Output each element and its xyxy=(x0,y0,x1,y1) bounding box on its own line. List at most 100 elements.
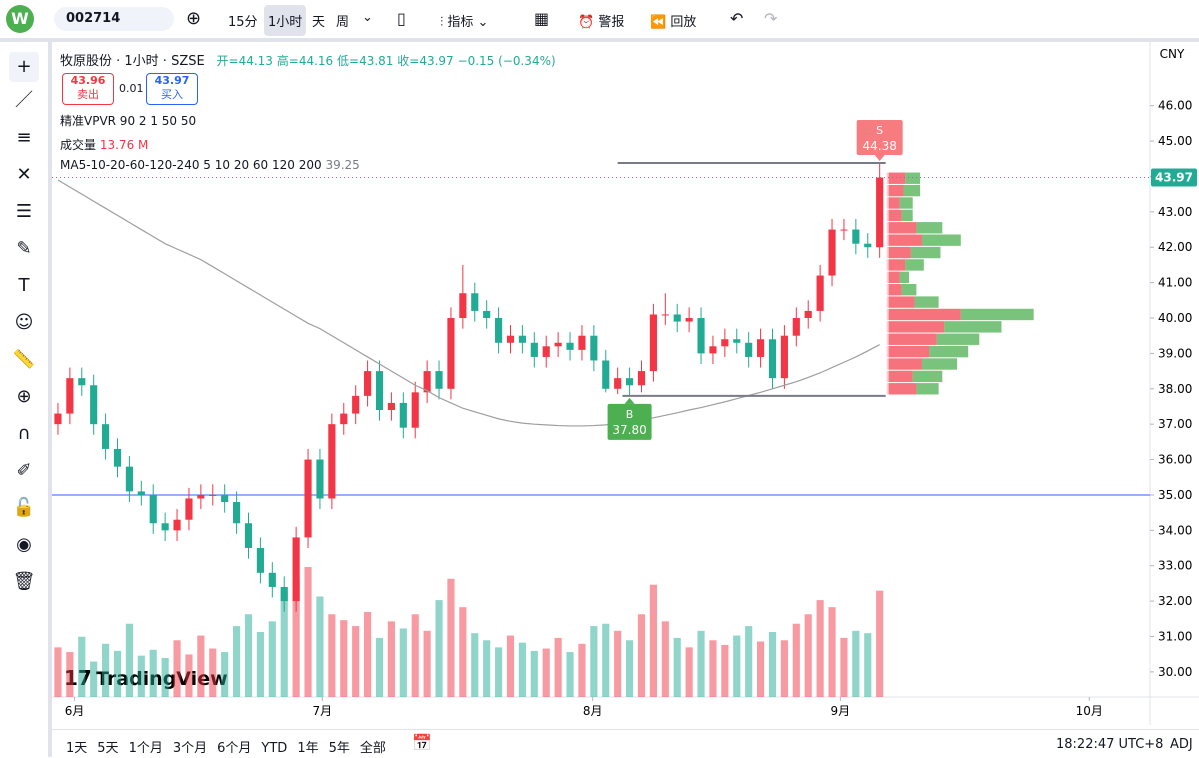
lock-tool[interactable]: 🔓 xyxy=(12,497,36,518)
crosshair-tool[interactable]: + xyxy=(9,52,39,82)
undo[interactable]: ↶ xyxy=(730,9,744,28)
last-price-label: 43.97 xyxy=(1155,171,1193,185)
profile-down xyxy=(921,234,961,246)
interval[interactable]: 天 xyxy=(312,15,326,30)
candle-body xyxy=(459,293,467,319)
interval[interactable]: 15分 xyxy=(228,15,258,30)
candle-body xyxy=(649,314,657,372)
volume-bar xyxy=(209,648,217,697)
range-button[interactable]: 全部 xyxy=(359,741,386,756)
profile-price xyxy=(886,197,889,209)
candle-body xyxy=(661,314,669,316)
pattern-tool[interactable]: ✕ xyxy=(16,164,32,185)
candle-body xyxy=(709,346,717,354)
range-button[interactable]: 1个月 xyxy=(128,741,163,756)
range-button[interactable]: 1天 xyxy=(66,741,88,756)
range-button[interactable]: 6个月 xyxy=(217,741,252,756)
profile-up xyxy=(888,209,902,222)
profile-down xyxy=(901,284,917,296)
indicator-ma[interactable]: MA5-10-20-60-120-240 5 10 20 60 120 200 … xyxy=(60,158,360,172)
logo[interactable]: W xyxy=(6,5,34,33)
buy-letter: B xyxy=(626,408,634,421)
volume-bar xyxy=(90,661,98,697)
volume-bar xyxy=(566,652,574,697)
adj-toggle[interactable]: ADJ xyxy=(1170,737,1193,752)
profile-down xyxy=(905,259,924,271)
volume-bar xyxy=(149,649,157,697)
y-tick-label: 39.00 xyxy=(1158,346,1192,360)
alert-btn[interactable]: ⏰ 警报 xyxy=(578,15,625,30)
indicators-btn[interactable]: ⫶ 指标 ⌄ xyxy=(440,15,489,30)
volume-bar xyxy=(66,652,74,697)
zoom-tool[interactable]: ⊕ xyxy=(16,386,32,407)
buy-label: 买入 xyxy=(161,88,183,101)
profile-up xyxy=(888,184,904,197)
profile-up xyxy=(888,246,911,259)
candle-body xyxy=(149,494,157,524)
range-button[interactable]: 5年 xyxy=(328,741,350,756)
buy-button[interactable]: 43.97 买入 xyxy=(146,73,198,105)
delete-tool[interactable]: 🗑 xyxy=(12,571,36,592)
profile-up xyxy=(888,234,922,246)
interval[interactable]: 周 xyxy=(336,15,350,30)
x-tick-label: 8月 xyxy=(583,704,603,718)
ruler-tool[interactable]: 📏 xyxy=(12,349,36,370)
candle-body xyxy=(864,243,872,248)
volume-bar xyxy=(387,621,395,697)
y-tick-label: 38.00 xyxy=(1158,382,1192,396)
ma-line xyxy=(57,179,880,427)
indicator-vpvr[interactable]: 精准VPVR 90 2 1 50 50 xyxy=(60,114,197,128)
text-tool[interactable]: T xyxy=(18,275,30,296)
volume-bar xyxy=(697,630,705,697)
symbol-search[interactable]: 002714 xyxy=(54,7,174,31)
interval-active[interactable]: 1小时 xyxy=(264,5,307,36)
volume-bar xyxy=(435,600,443,697)
volume-bar xyxy=(542,648,550,697)
chart-type[interactable]: ▯ xyxy=(397,9,406,28)
range-button[interactable]: 1年 xyxy=(297,741,319,756)
candle-body xyxy=(626,378,634,386)
volume-bar xyxy=(530,650,538,697)
dropdown[interactable]: ⌄ xyxy=(362,10,373,25)
indicator-volume[interactable]: 成交量 13.76 M xyxy=(60,136,148,153)
profile-down xyxy=(903,184,921,197)
x-tick-label: 10月 xyxy=(1076,704,1103,718)
line-tool[interactable]: ／ xyxy=(15,90,33,111)
volume-bar xyxy=(78,636,86,697)
volume-bar xyxy=(661,621,669,697)
candle-body xyxy=(375,371,384,411)
currency[interactable]: CNY xyxy=(1160,47,1185,61)
draw-mode[interactable]: ✐ xyxy=(16,460,32,481)
go-to-date[interactable]: 📅 xyxy=(412,733,432,752)
brush-tool[interactable]: ✎ xyxy=(16,238,32,259)
sell-price: 44.38 xyxy=(862,139,896,153)
profile-price xyxy=(886,345,889,358)
range-button[interactable]: YTD xyxy=(261,741,288,756)
profile-price xyxy=(886,370,889,383)
profile-up xyxy=(888,259,906,271)
hide-tool[interactable]: ◉ xyxy=(16,534,32,555)
emoji-tool[interactable]: ☺ xyxy=(14,312,34,333)
layout-btn[interactable]: ▦ xyxy=(534,9,550,28)
magnet-tool[interactable]: ∩ xyxy=(17,423,31,444)
bottom-bar: 1天 5天 1个月 3个月 6个月 YTD 1年 5年 全部 📅 18:22:47 UTC+8 … xyxy=(52,729,1199,758)
redo[interactable]: ↷ xyxy=(764,9,778,28)
add-symbol[interactable]: ⊕ xyxy=(186,8,202,29)
x-tick-label: 9月 xyxy=(831,704,851,718)
top-toolbar: W 002714 ⊕ 15分 1小时 天 周 ⌄ ▯ ⫶ 指标 ⌄ ▦ ⏰ 警报… xyxy=(0,0,1199,42)
y-tick-label: 30.00 xyxy=(1158,665,1192,679)
range-button[interactable]: 3个月 xyxy=(172,741,208,756)
candle-body xyxy=(292,537,300,602)
fib-tool[interactable]: ≡ xyxy=(16,127,32,148)
indicators-label: 指标 xyxy=(447,15,474,30)
y-tick-label: 32.00 xyxy=(1158,594,1192,608)
candle-body xyxy=(197,494,205,499)
replay-btn[interactable]: ⏪ 回放 xyxy=(650,15,697,30)
volume-bar xyxy=(816,600,824,697)
forecast-tool[interactable]: ☰ xyxy=(15,201,33,222)
sell-button[interactable]: 43.96 卖出 xyxy=(62,73,114,105)
profile-price xyxy=(886,358,889,370)
x-tick-label: 6月 xyxy=(65,704,85,718)
range-button[interactable]: 5天 xyxy=(97,741,119,756)
